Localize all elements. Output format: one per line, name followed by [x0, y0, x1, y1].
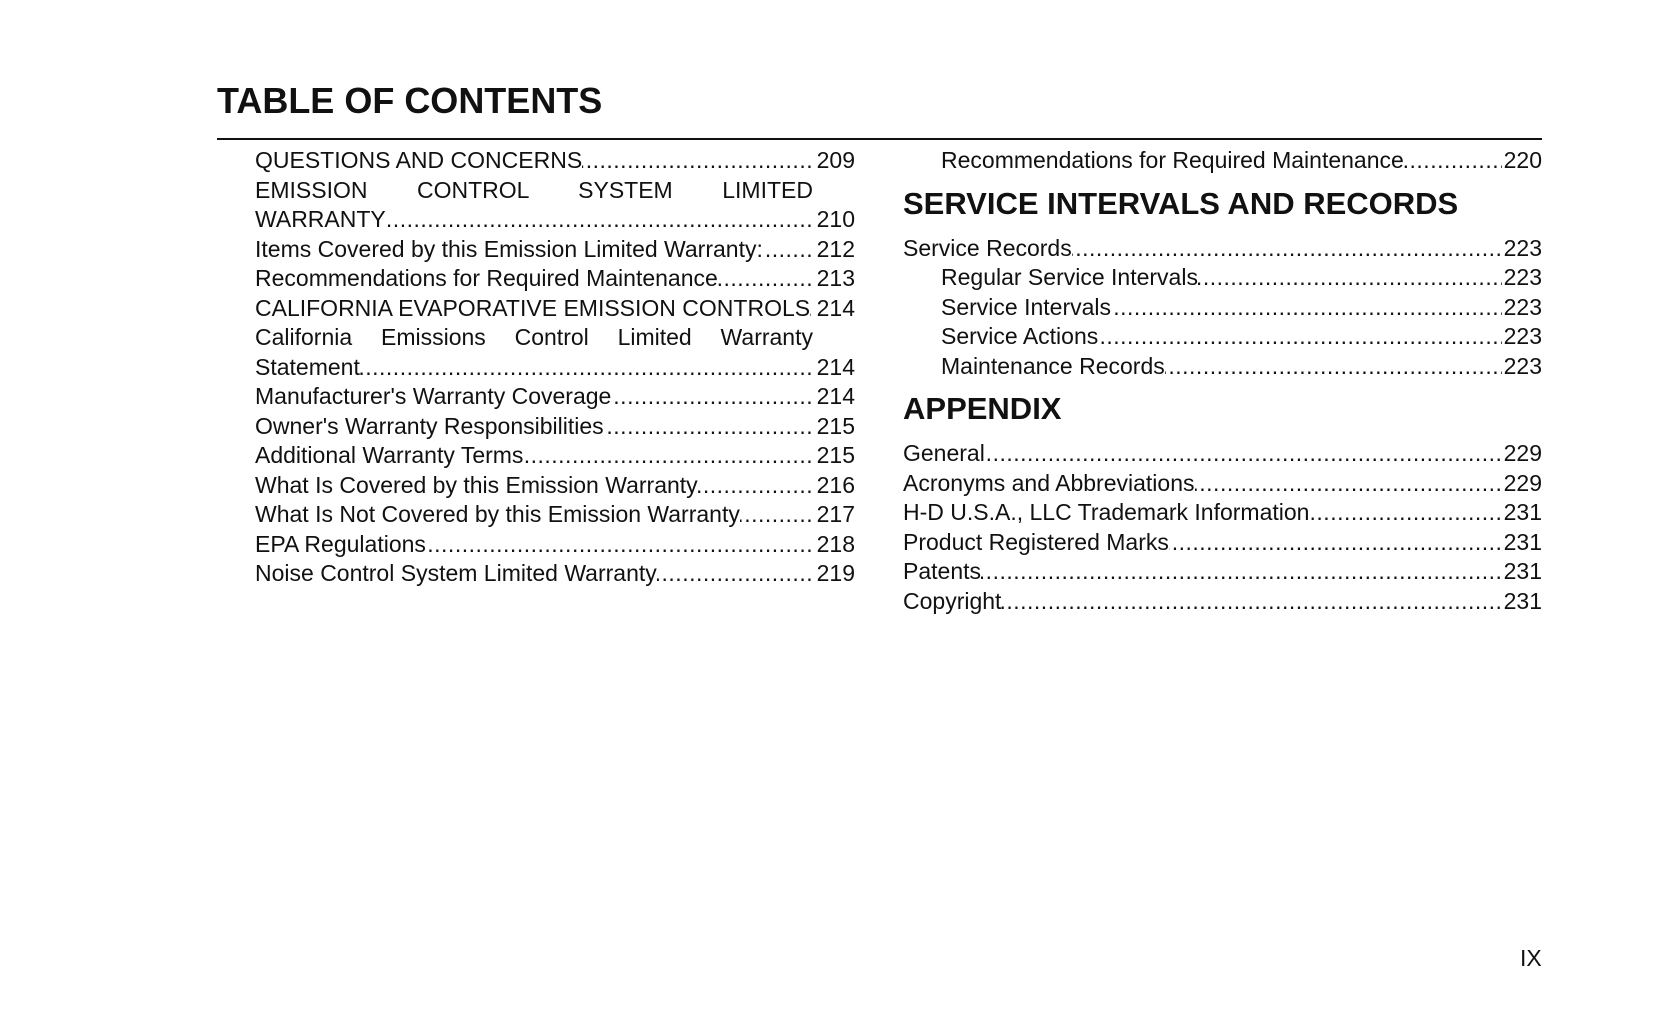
entry-page: 220: [1501, 146, 1542, 176]
entry-title: What Is Not Covered by this Emission War…: [255, 501, 740, 527]
entry-title: Maintenance Records: [941, 352, 1165, 379]
entry-page: 231: [1501, 586, 1542, 616]
entry-page: 231: [1501, 498, 1542, 528]
entry-title: EMISSION CONTROL SYSTEM LIMITED WARRANTY: [255, 176, 813, 232]
entry-title: Manufacturer's Warranty Coverage: [255, 383, 612, 409]
entry-page: 229: [1501, 439, 1542, 469]
entry-title: CALIFORNIA EVAPORATIVE EMISSION CONTROLS: [255, 294, 811, 321]
entry-page: 214: [814, 382, 855, 412]
entry-page: 215: [814, 411, 855, 441]
entry-page: 231: [1501, 557, 1542, 587]
entry-title: Items Covered by this Emission Limited W…: [255, 235, 763, 262]
page-number: IX: [1520, 945, 1542, 971]
entry-page: 229: [1501, 468, 1542, 498]
entry-title: Service Records: [903, 234, 1072, 261]
entry-page: 223: [1501, 263, 1542, 293]
entry-title: California Emissions Control Limited War…: [255, 324, 813, 380]
section-heading: APPENDIX: [903, 391, 1062, 426]
entry-title: Noise Control System Limited Warranty: [255, 560, 657, 586]
toc-entry[interactable]: What Is Not Covered by this Emission War…: [255, 500, 855, 530]
left-column: QUESTIONS AND CONCERNS 209EMISSION CONTRO…: [217, 146, 855, 589]
section-heading: SERVICE INTERVALS AND RECORDS: [903, 185, 1459, 221]
entry-page: 231: [1501, 527, 1542, 557]
toc-entry[interactable]: Noise Control System Limited Warranty 219: [255, 559, 855, 589]
toc-title: TABLE OF CONTENTS: [217, 80, 603, 121]
toc-entry[interactable]: Service Actions 223: [941, 322, 1542, 352]
entry-page: 214: [814, 352, 855, 382]
toc-entry[interactable]: Regular Service Intervals 223: [941, 263, 1542, 293]
toc-entry[interactable]: H-D U.S.A., LLC Trademark Information 231: [903, 498, 1542, 528]
entry-page: 212: [814, 234, 855, 264]
entry-page: 215: [814, 441, 855, 471]
entry-title: EPA Regulations: [255, 530, 426, 557]
entry-title: Owner's Warranty Responsibilities: [255, 412, 604, 439]
entry-page: 216: [814, 470, 855, 500]
toc-entry[interactable]: Product Registered Marks 231: [903, 527, 1542, 557]
toc-entry[interactable]: Patents 231: [903, 557, 1542, 587]
toc-entry[interactable]: Owner's Warranty Responsibilities 215: [255, 411, 855, 441]
entry-title: Patents: [903, 558, 981, 584]
toc-entry[interactable]: What Is Covered by this Emission Warrant…: [255, 470, 855, 500]
entry-page: 223: [1501, 233, 1542, 263]
entry-title: QUESTIONS AND CONCERNS: [255, 147, 583, 173]
toc-entry[interactable]: QUESTIONS AND CONCERNS 209: [255, 146, 855, 176]
toc-entry[interactable]: Manufacturer's Warranty Coverage 214: [255, 382, 855, 412]
entry-title: Regular Service Intervals: [941, 264, 1198, 290]
entry-title: Service Actions: [941, 323, 1099, 349]
right-column: Recommendations for Required Maintenance…: [903, 146, 1542, 616]
entry-title: Recommendations for Required Maintenance: [941, 147, 1404, 173]
entry-page: 217: [814, 500, 855, 530]
entry-title: Acronyms and Abbreviations: [903, 469, 1195, 496]
toc-entry[interactable]: EPA Regulations 218: [255, 529, 855, 559]
toc-entry[interactable]: Additional Warranty Terms 215: [255, 441, 855, 471]
entry-title: Service Intervals: [941, 293, 1112, 320]
toc-entry[interactable]: Recommendations for Required Maintenance…: [941, 146, 1542, 176]
toc-entry[interactable]: Acronyms and Abbreviations 229: [903, 468, 1542, 498]
entry-title: Product Registered Marks: [903, 528, 1169, 555]
toc-entry[interactable]: CALIFORNIA EVAPORATIVE EMISSION CONTROLS…: [255, 293, 855, 323]
entry-page: 223: [1501, 351, 1542, 381]
entry-page: 223: [1501, 292, 1542, 322]
entry-page: 223: [1501, 322, 1542, 352]
entry-title: H-D U.S.A., LLC Trademark Information: [903, 499, 1310, 525]
toc-entry[interactable]: Items Covered by this Emission Limited W…: [255, 234, 855, 264]
entry-page: 218: [814, 529, 855, 559]
toc-entry[interactable]: Service Records 223: [903, 233, 1542, 263]
entry-title: Recommendations for Required Maintenance: [255, 265, 718, 291]
entry-page: 214: [814, 293, 855, 323]
toc-entry[interactable]: General 229: [903, 439, 1542, 469]
entry-title: General: [903, 440, 985, 466]
entry-page: 213: [814, 264, 855, 294]
entry-title: Copyright: [903, 587, 1002, 614]
toc-entry[interactable]: California Emissions Control Limited War…: [255, 323, 855, 382]
entry-title: What Is Covered by this Emission Warrant…: [255, 471, 698, 498]
toc-entry[interactable]: Maintenance Records 223: [941, 351, 1542, 381]
entry-page: 209: [814, 146, 855, 176]
entry-page: 210: [814, 205, 855, 235]
toc-entry[interactable]: EMISSION CONTROL SYSTEM LIMITED WARRANTY…: [255, 176, 855, 235]
toc-entry[interactable]: Copyright 231: [903, 586, 1542, 616]
entry-title: Additional Warranty Terms: [255, 442, 524, 468]
toc-entry[interactable]: Recommendations for Required Maintenance…: [255, 264, 855, 294]
title-rule: [217, 138, 1542, 140]
entry-page: 219: [814, 559, 855, 589]
toc-entry[interactable]: Service Intervals 223: [941, 292, 1542, 322]
